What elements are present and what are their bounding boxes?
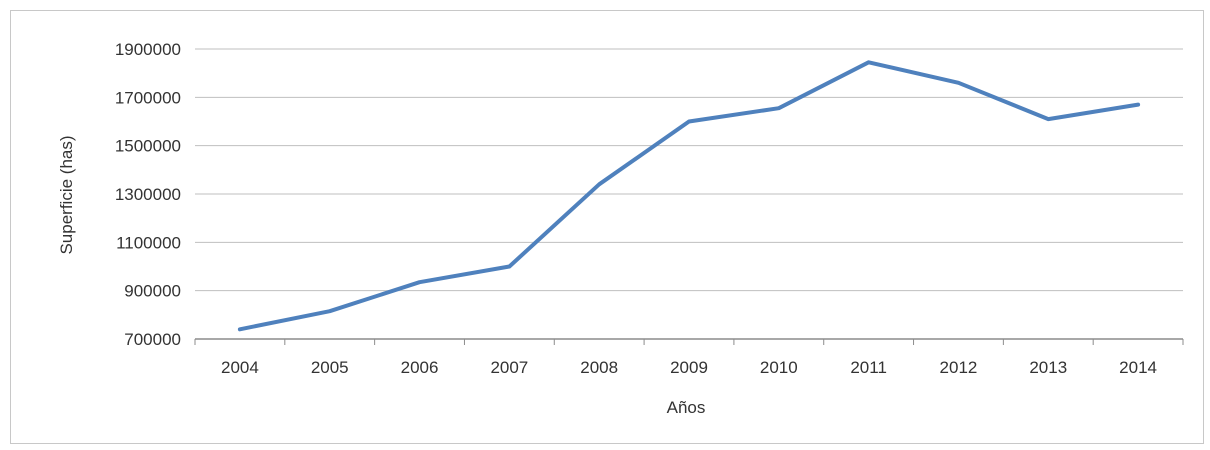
data-point — [1136, 103, 1140, 107]
x-tick-label: 2007 — [490, 358, 528, 377]
data-point — [687, 120, 691, 123]
y-tick-label: 1700000 — [115, 88, 181, 107]
gridlines — [194, 48, 1184, 345]
chart-frame — [10, 10, 1204, 444]
y-axis-title: Superficie (has) — [57, 135, 76, 254]
y-tick-label: 1300000 — [115, 185, 181, 204]
y-tick-label: 700000 — [124, 330, 181, 349]
x-tick-label: 2014 — [1119, 358, 1157, 377]
x-tick-label: 2008 — [580, 358, 618, 377]
data-point — [597, 182, 601, 186]
data-point — [867, 60, 871, 64]
x-tick-label: 2006 — [401, 358, 439, 377]
x-tick-label: 2012 — [940, 358, 978, 377]
y-tick-label: 900000 — [124, 282, 181, 301]
y-tick-label: 1100000 — [116, 233, 181, 252]
data-point — [328, 309, 332, 313]
data-point — [777, 106, 781, 110]
x-tick-label: 2009 — [670, 358, 708, 377]
y-tick-label: 1900000 — [115, 40, 181, 59]
y-tick-label: 1500000 — [115, 137, 181, 156]
series-group — [237, 60, 1141, 332]
y-tick-labels: 700000 900000 1100000 1300000 1500000 1700000… — [115, 40, 181, 349]
data-point — [507, 265, 511, 268]
x-tick-label: 2010 — [760, 358, 798, 377]
x-tick-label: 2011 — [850, 358, 887, 377]
data-point — [1046, 117, 1050, 121]
data-point — [418, 280, 422, 284]
data-point — [956, 81, 960, 85]
x-tick-labels: 2004 2005 2006 2007 2008 2009 2010 2011 2012 2013… — [221, 358, 1157, 377]
x-tick-label: 2013 — [1029, 358, 1067, 377]
data-point — [238, 327, 242, 331]
x-axis-title: Años — [667, 398, 706, 417]
x-tick-label: 2004 — [221, 358, 259, 377]
series-line — [237, 60, 1141, 332]
x-tick-label: 2005 — [311, 358, 349, 377]
